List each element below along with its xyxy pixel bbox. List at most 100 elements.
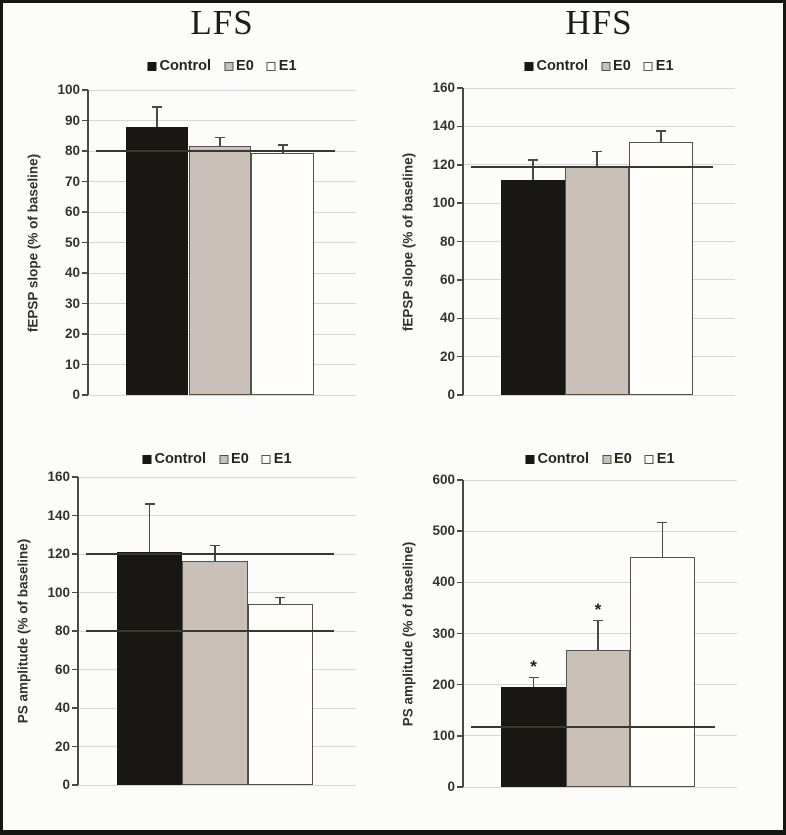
bar-control — [501, 180, 565, 395]
y-tick-label: 80 — [439, 233, 455, 249]
gridline — [463, 87, 735, 89]
y-tick-label: 0 — [62, 777, 70, 792]
y-tick — [72, 668, 78, 671]
y-tick-label: 40 — [54, 700, 70, 715]
y-tick — [72, 745, 78, 748]
error-bar-cap — [592, 619, 603, 622]
chart-legend: Control E0 E1 — [524, 58, 674, 74]
legend-item-e1: E1 — [261, 451, 292, 467]
legend-label: Control — [159, 58, 212, 74]
error-bar — [279, 597, 281, 605]
y-tick — [82, 241, 88, 244]
chart-panel-lfs-ps-amplitude: Control E0 E1 0 20 40 60 80 100 120 140 160 PS ampli… — [3, 423, 393, 830]
y-tick — [457, 394, 463, 396]
y-tick-label: 90 — [64, 112, 80, 128]
legend-label: Control — [537, 451, 590, 467]
legend-swatch-e1-icon — [266, 61, 276, 71]
y-tick-label: 70 — [64, 173, 80, 189]
column-title-lfs: LFS — [190, 3, 254, 42]
error-bar-cap — [528, 159, 539, 161]
legend-item-e0: E0 — [602, 451, 632, 467]
legend-item-e0: E0 — [224, 58, 254, 74]
y-tick-label: 80 — [64, 143, 80, 158]
y-tick-label: 160 — [47, 469, 70, 484]
y-tick — [72, 591, 78, 594]
y-tick-label: 20 — [439, 348, 455, 364]
y-tick — [82, 89, 88, 91]
legend-swatch-control-icon — [524, 61, 534, 71]
y-tick-label: 120 — [432, 156, 455, 172]
error-bar — [148, 503, 151, 553]
y-tick-label: 140 — [432, 118, 455, 134]
y-tick — [82, 394, 88, 396]
legend-label: Control — [154, 451, 207, 467]
legend-label: E0 — [614, 451, 632, 467]
legend-item-e1: E1 — [644, 451, 675, 467]
y-tick-label: 140 — [47, 507, 70, 523]
gridline — [78, 784, 356, 786]
y-tick-label: 60 — [64, 204, 80, 219]
error-bar — [596, 151, 598, 167]
y-tick — [72, 707, 78, 709]
y-tick — [457, 581, 463, 584]
y-tick — [457, 240, 463, 243]
bar-control — [501, 687, 566, 787]
error-bar-cap — [275, 596, 286, 599]
error-bar-cap — [528, 676, 539, 679]
legend-swatch-e0-icon — [602, 454, 612, 464]
gridline — [88, 89, 356, 91]
bar-e0 — [182, 560, 248, 785]
legend-swatch-e1-icon — [261, 454, 271, 464]
y-tick — [72, 553, 78, 555]
bar-e0 — [565, 166, 629, 395]
legend-item-e0: E0 — [219, 451, 249, 467]
y-axis-title: fEPSP slope (% of baseline) — [400, 152, 416, 331]
gridline — [78, 476, 356, 478]
y-tick — [82, 211, 88, 213]
error-bar-cap — [657, 521, 668, 524]
bar-e1 — [628, 141, 693, 395]
error-bar — [660, 131, 662, 142]
error-bar — [532, 159, 534, 181]
legend-label: E1 — [273, 451, 292, 467]
baseline-reference-line — [86, 630, 334, 632]
y-tick-label: 20 — [64, 326, 80, 341]
bar-e1 — [630, 557, 695, 787]
y-tick-label: 40 — [64, 265, 80, 280]
legend-swatch-control-icon — [525, 454, 535, 464]
significance-asterisk: * — [530, 656, 537, 676]
y-axis-title: PS amplitude (% of baseline) — [15, 538, 31, 724]
y-tick-label: 0 — [447, 779, 455, 794]
gridline — [463, 786, 737, 788]
error-bar — [532, 677, 535, 688]
legend-swatch-e0-icon — [224, 61, 234, 71]
chart-panel-hfs-fepsp-slope: HFS Control E0 E1 0 20 40 60 80 100 120 140 160 fEPS… — [393, 3, 783, 423]
y-tick-label: 500 — [432, 523, 455, 539]
bar-e0 — [565, 650, 631, 787]
baseline-reference-line — [471, 726, 716, 729]
gridline — [78, 515, 356, 516]
y-tick — [82, 363, 88, 366]
y-tick-label: 600 — [432, 472, 455, 487]
y-tick-label: 30 — [64, 295, 80, 311]
chart-panel-lfs-fepsp-slope: LFS Control E0 E1 0 10 20 30 40 50 60 70 80 90 100 fEP… — [3, 3, 393, 423]
gridline — [463, 164, 735, 166]
y-axis-line — [462, 88, 464, 395]
error-bar — [282, 144, 284, 153]
legend-item-e1: E1 — [266, 58, 297, 74]
y-tick — [457, 632, 463, 635]
y-tick-label: 400 — [432, 574, 455, 590]
bar-e1 — [251, 152, 315, 395]
baseline-reference-line — [96, 150, 335, 152]
y-tick — [82, 272, 88, 274]
bar-e1 — [247, 604, 313, 785]
y-tick-label: 120 — [47, 546, 70, 561]
y-tick — [82, 302, 88, 305]
y-tick-label: 50 — [64, 234, 80, 250]
y-tick-label: 40 — [439, 310, 455, 326]
y-tick — [457, 279, 463, 281]
gridline — [463, 581, 737, 583]
legend-swatch-control-icon — [142, 454, 152, 464]
y-tick-label: 100 — [432, 195, 455, 211]
